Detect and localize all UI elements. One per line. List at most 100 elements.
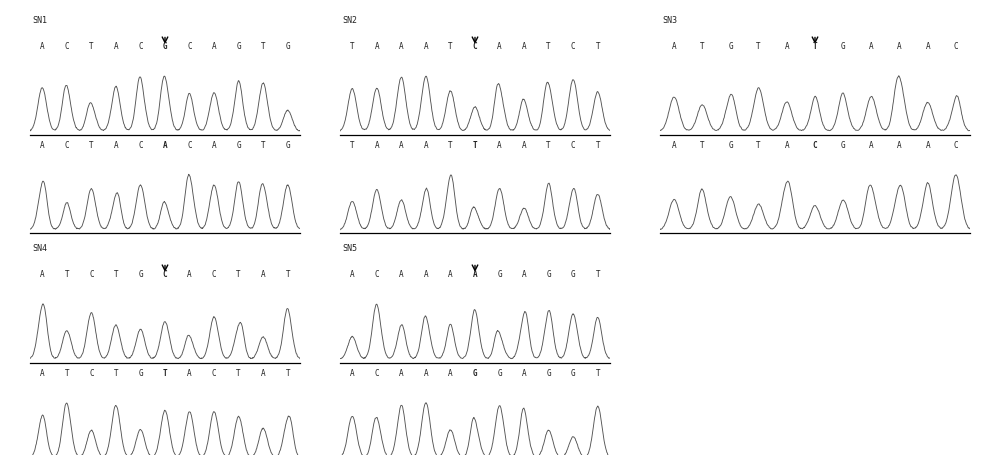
Text: A: A [785, 42, 789, 51]
Text: A: A [187, 368, 192, 377]
Text: A: A [897, 141, 902, 150]
Text: T: T [756, 42, 761, 51]
Text: T: T [700, 42, 705, 51]
Text: T: T [236, 270, 241, 279]
Text: G: G [546, 368, 551, 377]
Text: T: T [350, 42, 355, 51]
Text: T: T [89, 141, 94, 150]
Text: A: A [448, 270, 453, 279]
Text: C: C [571, 42, 575, 51]
Text: C: C [163, 270, 167, 279]
Text: C: C [138, 141, 143, 150]
Text: A: A [785, 141, 789, 150]
Text: T: T [163, 368, 167, 377]
Text: A: A [163, 141, 167, 150]
Text: C: C [954, 141, 958, 150]
Text: A: A [424, 270, 428, 279]
Text: T: T [595, 42, 600, 51]
Text: G: G [571, 368, 575, 377]
Text: T: T [89, 42, 94, 51]
Text: T: T [65, 368, 69, 377]
Text: T: T [546, 42, 551, 51]
Text: A: A [897, 42, 902, 51]
Text: A: A [522, 42, 526, 51]
Text: SN4: SN4 [32, 243, 47, 253]
Text: T: T [448, 141, 453, 150]
Text: A: A [40, 270, 45, 279]
Text: T: T [114, 368, 118, 377]
Text: A: A [424, 368, 428, 377]
Text: T: T [350, 141, 355, 150]
Text: T: T [65, 270, 69, 279]
Text: SN5: SN5 [342, 243, 357, 253]
Text: C: C [212, 270, 216, 279]
Text: C: C [187, 42, 192, 51]
Text: A: A [399, 141, 404, 150]
Text: A: A [522, 141, 526, 150]
Text: G: G [163, 42, 167, 51]
Text: G: G [236, 42, 241, 51]
Text: G: G [285, 141, 290, 150]
Text: A: A [212, 141, 216, 150]
Text: A: A [925, 42, 930, 51]
Text: T: T [448, 42, 453, 51]
Text: A: A [187, 270, 192, 279]
Text: G: G [728, 141, 733, 150]
Text: A: A [40, 42, 45, 51]
Text: C: C [138, 42, 143, 51]
Text: A: A [672, 141, 676, 150]
Text: A: A [350, 270, 355, 279]
Text: T: T [285, 270, 290, 279]
Text: A: A [925, 141, 930, 150]
Text: A: A [522, 270, 526, 279]
Text: A: A [672, 42, 676, 51]
Text: C: C [954, 42, 958, 51]
Text: C: C [571, 141, 575, 150]
Text: G: G [236, 141, 241, 150]
Text: A: A [448, 368, 453, 377]
Text: A: A [375, 42, 379, 51]
Text: G: G [497, 270, 502, 279]
Text: T: T [595, 270, 600, 279]
Text: T: T [261, 42, 265, 51]
Text: C: C [212, 368, 216, 377]
Text: C: C [375, 270, 379, 279]
Text: A: A [399, 368, 404, 377]
Text: G: G [728, 42, 733, 51]
Text: A: A [40, 141, 45, 150]
Text: A: A [350, 368, 355, 377]
Text: C: C [89, 368, 94, 377]
Text: C: C [65, 42, 69, 51]
Text: T: T [261, 141, 265, 150]
Text: G: G [571, 270, 575, 279]
Text: G: G [473, 368, 477, 377]
Text: A: A [261, 270, 265, 279]
Text: A: A [497, 141, 502, 150]
Text: A: A [399, 42, 404, 51]
Text: C: C [187, 141, 192, 150]
Text: A: A [375, 141, 379, 150]
Text: A: A [869, 141, 874, 150]
Text: G: G [546, 270, 551, 279]
Text: G: G [285, 42, 290, 51]
Text: C: C [375, 368, 379, 377]
Text: T: T [114, 270, 118, 279]
Text: A: A [869, 42, 874, 51]
Text: A: A [497, 42, 502, 51]
Text: A: A [212, 42, 216, 51]
Text: A: A [473, 270, 477, 279]
Text: SN2: SN2 [342, 16, 357, 25]
Text: T: T [546, 141, 551, 150]
Text: G: G [497, 368, 502, 377]
Text: C: C [65, 141, 69, 150]
Text: A: A [424, 141, 428, 150]
Text: A: A [424, 42, 428, 51]
Text: A: A [40, 368, 45, 377]
Text: C: C [89, 270, 94, 279]
Text: G: G [138, 368, 143, 377]
Text: T: T [236, 368, 241, 377]
Text: T: T [595, 141, 600, 150]
Text: T: T [285, 368, 290, 377]
Text: G: G [841, 42, 845, 51]
Text: T: T [756, 141, 761, 150]
